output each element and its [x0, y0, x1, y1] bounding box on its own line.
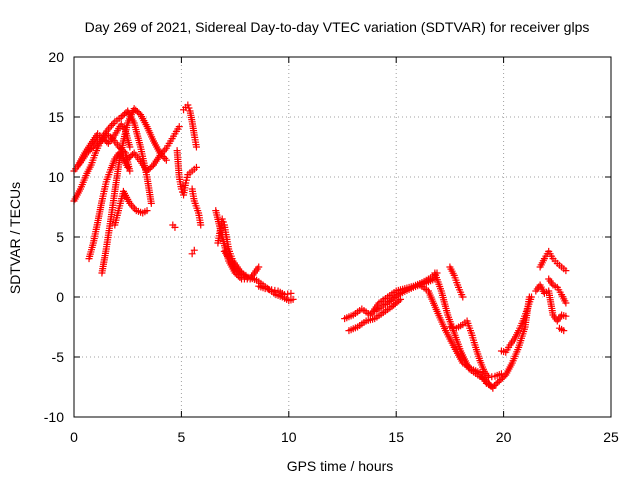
series-track-24 — [497, 293, 536, 356]
series-track-7 — [124, 123, 183, 175]
data-point — [396, 295, 404, 303]
data-point — [184, 101, 192, 109]
y-tick-label: -5 — [52, 349, 65, 365]
series-track-5 — [98, 105, 170, 277]
series-track-26 — [536, 247, 570, 275]
data-point-trail — [100, 135, 108, 143]
series-track-23 — [446, 263, 467, 301]
x-tick-label: 10 — [281, 429, 297, 445]
data-point — [562, 312, 570, 320]
data-point — [124, 163, 132, 171]
data-point — [190, 246, 198, 254]
data-point — [287, 289, 295, 297]
data-point — [171, 223, 179, 231]
data-point-trail — [101, 136, 109, 144]
data-point-trail — [125, 154, 133, 161]
series-track-16 — [255, 282, 295, 299]
series-track-11 — [188, 185, 205, 229]
data-point — [177, 185, 185, 193]
data-point-trail — [492, 380, 500, 388]
y-axis-label: SDTVAR / TECUs — [7, 182, 23, 294]
data-point — [255, 263, 263, 271]
data-point-trail — [145, 166, 153, 173]
series-track-25 — [532, 281, 570, 325]
x-tick-label: 5 — [178, 429, 186, 445]
data-point-trail — [133, 108, 141, 116]
x-tick-label: 15 — [388, 429, 404, 445]
series-track-22 — [446, 317, 505, 381]
data-point — [562, 299, 570, 307]
series-track-15 — [220, 247, 250, 279]
y-tick-label: 0 — [56, 289, 64, 305]
data-point — [528, 293, 536, 301]
series-track-27 — [545, 275, 570, 307]
series-track-21 — [431, 269, 497, 392]
data-point — [289, 295, 297, 303]
plot-frame — [73, 56, 612, 418]
data-point — [98, 133, 106, 141]
data-point — [188, 250, 196, 258]
data-point-trail — [185, 104, 193, 112]
data-point-trail — [127, 152, 135, 160]
y-tick-label: 5 — [56, 229, 64, 245]
data-points — [70, 101, 570, 392]
series-track-4 — [85, 149, 132, 263]
series-track-8 — [169, 221, 179, 231]
data-point — [562, 267, 570, 275]
data-point-trail — [494, 379, 502, 386]
data-point — [497, 370, 505, 378]
series-track-10 — [180, 101, 200, 151]
data-point — [197, 221, 205, 229]
x-tick-label: 20 — [496, 429, 512, 445]
series-track-6 — [111, 187, 151, 229]
series-track-28 — [555, 324, 568, 335]
data-point — [489, 384, 497, 392]
data-point — [143, 207, 151, 215]
y-tick-label: -10 — [44, 409, 64, 425]
x-tick-label: 25 — [603, 429, 619, 445]
data-point — [242, 271, 250, 279]
data-point-trail — [146, 164, 154, 172]
series-track-12 — [188, 246, 198, 258]
data-point-trail — [120, 110, 128, 118]
chart-title: Day 269 of 2021, Sidereal Day-to-day VTE… — [85, 19, 590, 35]
data-point — [175, 123, 183, 131]
y-tick-label: 15 — [48, 109, 64, 125]
data-point-trail — [499, 374, 507, 382]
data-point — [192, 143, 200, 151]
series-track-9 — [173, 147, 200, 199]
data-point-trail — [395, 297, 403, 305]
data-point — [117, 113, 125, 121]
grid-lines — [74, 57, 611, 417]
series-track-3 — [74, 120, 134, 169]
data-point — [126, 143, 134, 151]
data-point — [162, 156, 170, 164]
data-point — [126, 167, 134, 175]
data-point-trail — [132, 106, 140, 114]
data-point — [560, 327, 568, 335]
x-axis-label: GPS time / hours — [287, 458, 394, 474]
data-point — [124, 155, 132, 163]
data-point-trail — [234, 272, 242, 280]
data-point — [130, 105, 138, 113]
data-point — [192, 163, 200, 171]
y-tick-label: 10 — [48, 169, 64, 185]
data-point — [143, 167, 151, 175]
data-point — [147, 199, 155, 207]
x-tick-label: 0 — [70, 429, 78, 445]
y-tick-label: 20 — [48, 49, 64, 65]
data-point — [459, 293, 467, 301]
data-point — [495, 377, 503, 385]
data-point-trail — [119, 112, 127, 119]
series-track-18 — [345, 295, 404, 335]
series-track-19 — [371, 275, 439, 315]
